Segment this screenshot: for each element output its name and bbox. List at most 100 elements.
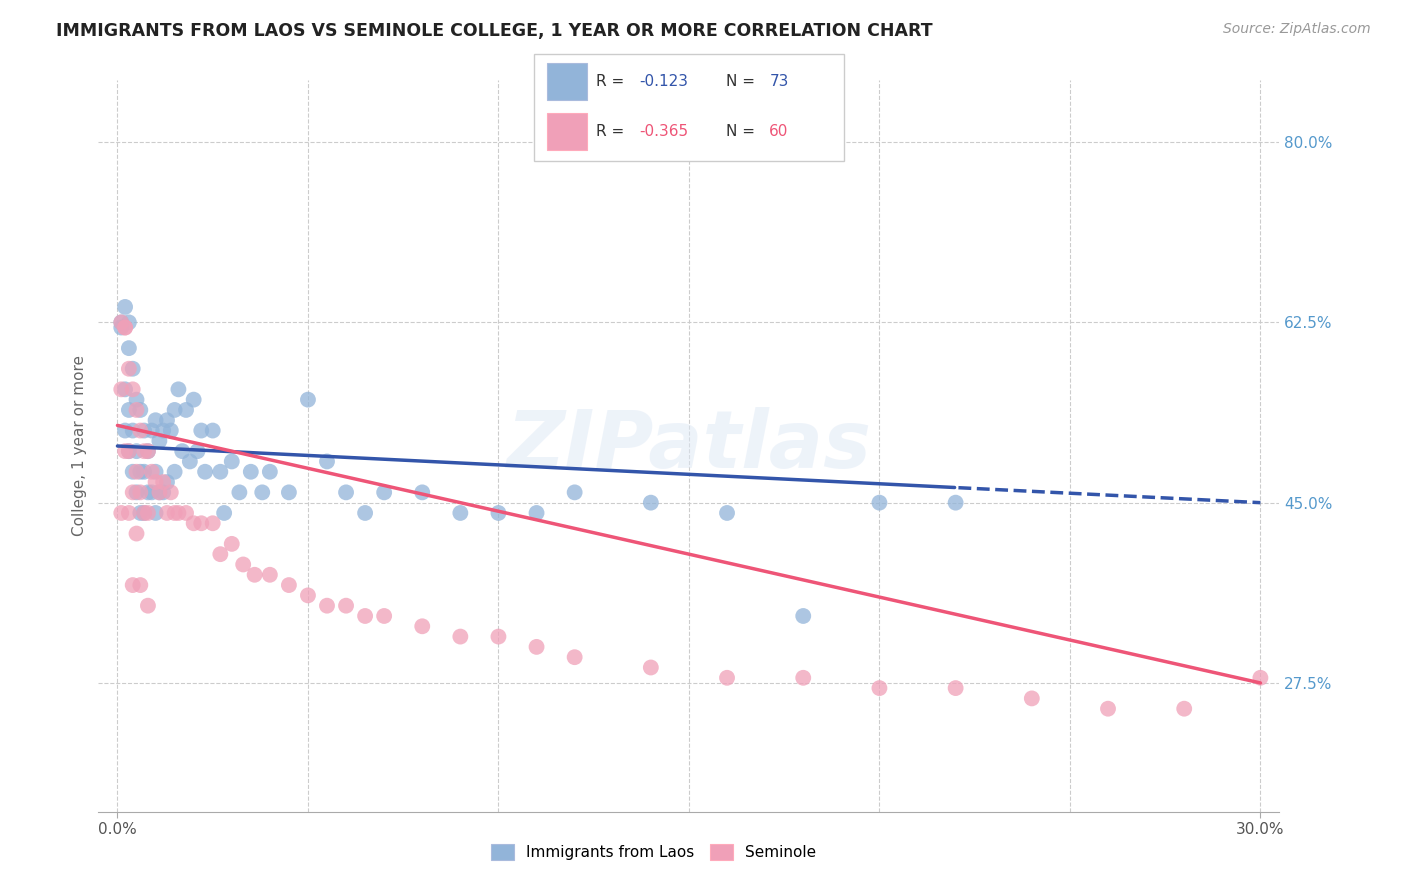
Text: -0.123: -0.123 xyxy=(640,74,689,89)
FancyBboxPatch shape xyxy=(534,54,844,161)
Point xyxy=(183,516,205,531)
Text: R =: R = xyxy=(596,124,630,139)
Point xyxy=(129,485,152,500)
Point xyxy=(640,660,662,674)
Point xyxy=(121,382,143,396)
Point xyxy=(209,547,232,561)
Point xyxy=(488,506,510,520)
Point xyxy=(449,506,471,520)
Point xyxy=(194,465,217,479)
Point xyxy=(792,671,814,685)
Point xyxy=(354,609,377,624)
Point xyxy=(201,516,224,531)
Point xyxy=(148,434,170,448)
Point xyxy=(134,465,156,479)
Text: R =: R = xyxy=(596,74,630,89)
Point xyxy=(118,315,141,329)
Point xyxy=(121,485,143,500)
Point xyxy=(152,424,174,438)
Point xyxy=(1249,671,1271,685)
Point xyxy=(114,424,136,438)
Point xyxy=(163,506,186,520)
Text: 73: 73 xyxy=(769,74,789,89)
Point xyxy=(1021,691,1043,706)
Point xyxy=(145,506,167,520)
Point xyxy=(114,320,136,334)
Point xyxy=(354,506,377,520)
Point xyxy=(110,506,132,520)
Point xyxy=(125,465,148,479)
Point xyxy=(411,485,433,500)
Point xyxy=(316,454,339,468)
Point xyxy=(449,630,471,644)
Point xyxy=(121,578,143,592)
Point xyxy=(209,465,232,479)
Point xyxy=(221,537,243,551)
Point xyxy=(118,444,141,458)
Text: IMMIGRANTS FROM LAOS VS SEMINOLE COLLEGE, 1 YEAR OR MORE CORRELATION CHART: IMMIGRANTS FROM LAOS VS SEMINOLE COLLEGE… xyxy=(56,22,932,40)
Point xyxy=(129,506,152,520)
Point xyxy=(118,444,141,458)
Point xyxy=(156,475,179,489)
Point xyxy=(134,444,156,458)
Point xyxy=(148,485,170,500)
Legend: Immigrants from Laos, Seminole: Immigrants from Laos, Seminole xyxy=(485,838,823,866)
Point xyxy=(114,300,136,314)
Point xyxy=(526,506,548,520)
Point xyxy=(129,578,152,592)
Point xyxy=(252,485,274,500)
Point xyxy=(152,485,174,500)
Point xyxy=(152,475,174,489)
Point xyxy=(129,403,152,417)
Point xyxy=(212,506,235,520)
Point xyxy=(141,465,163,479)
Point xyxy=(868,681,890,695)
Point xyxy=(228,485,250,500)
Point xyxy=(716,671,738,685)
Point xyxy=(1097,702,1119,716)
Point xyxy=(134,506,156,520)
Point xyxy=(564,485,586,500)
Point xyxy=(136,485,159,500)
Point xyxy=(118,506,141,520)
Point xyxy=(118,341,141,355)
Text: Source: ZipAtlas.com: Source: ZipAtlas.com xyxy=(1223,22,1371,37)
Text: ZIPatlas: ZIPatlas xyxy=(506,407,872,485)
Point xyxy=(259,465,281,479)
Point xyxy=(159,424,181,438)
FancyBboxPatch shape xyxy=(547,113,586,150)
Point xyxy=(125,485,148,500)
Point xyxy=(179,454,201,468)
Point xyxy=(125,444,148,458)
Point xyxy=(110,315,132,329)
Point xyxy=(125,526,148,541)
Point xyxy=(316,599,339,613)
Point xyxy=(125,403,148,417)
Y-axis label: College, 1 year or more: College, 1 year or more xyxy=(72,356,87,536)
Point xyxy=(259,567,281,582)
Point xyxy=(335,485,357,500)
Point xyxy=(136,444,159,458)
Point xyxy=(136,444,159,458)
Point xyxy=(134,424,156,438)
Point xyxy=(145,413,167,427)
Point xyxy=(186,444,208,458)
Point xyxy=(129,424,152,438)
Point xyxy=(221,454,243,468)
Point xyxy=(141,424,163,438)
Point xyxy=(297,392,319,407)
Point xyxy=(373,609,395,624)
Point xyxy=(136,599,159,613)
Point xyxy=(411,619,433,633)
Point xyxy=(526,640,548,654)
Point xyxy=(1173,702,1195,716)
Point xyxy=(640,496,662,510)
Point xyxy=(145,475,167,489)
Point xyxy=(868,496,890,510)
Point xyxy=(277,578,299,592)
Point xyxy=(335,599,357,613)
Point xyxy=(110,315,132,329)
Point xyxy=(163,403,186,417)
Point xyxy=(232,558,254,572)
Point xyxy=(945,681,967,695)
